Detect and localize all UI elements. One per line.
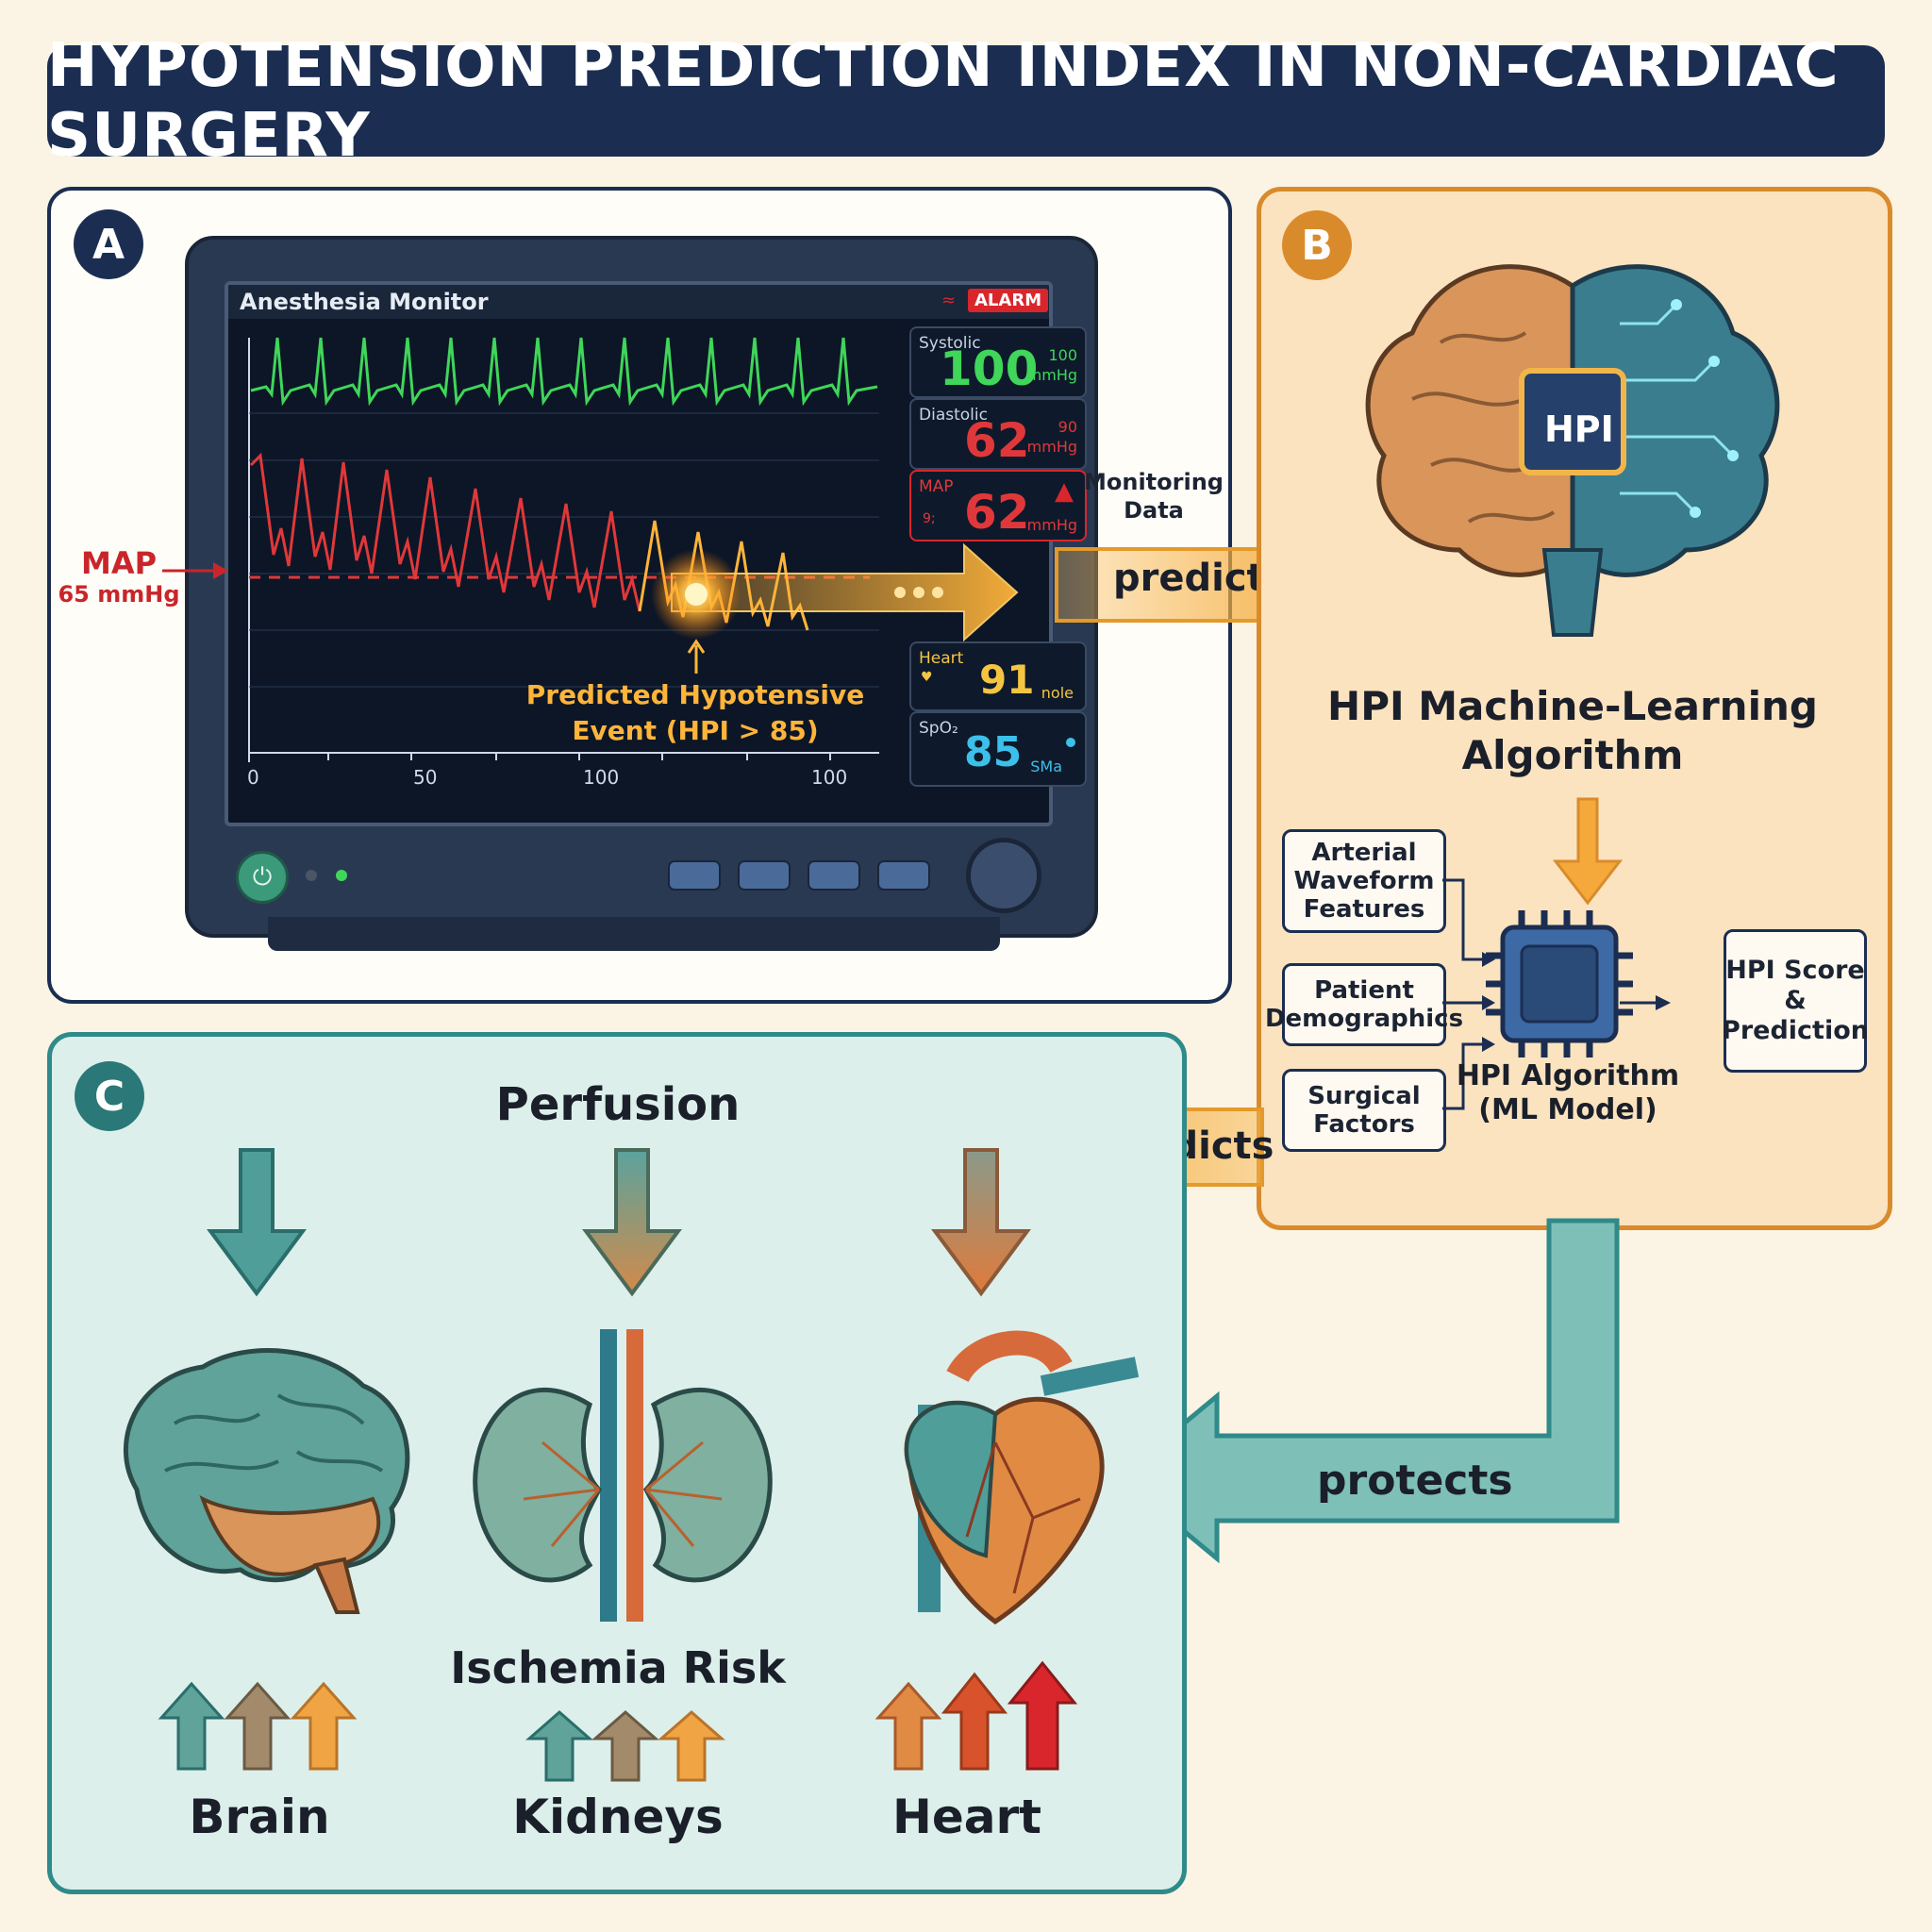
ml-model-label-line-2: (ML Model) (1478, 1093, 1657, 1126)
vital-diastolic-unit: 90 mmHg (1026, 418, 1077, 456)
ml-model-label-line-1: HPI Algorithm (1456, 1059, 1680, 1092)
perfusion-down-arrow-brain (207, 1148, 307, 1297)
vital-heart[interactable]: Heart ♥ 91 nole (909, 641, 1087, 711)
monitor-title: Anesthesia Monitor (240, 289, 489, 315)
vital-diastolic[interactable]: Diastolic 62 90 mmHg (909, 398, 1087, 470)
vital-systolic-name: Systolic (919, 334, 981, 353)
alarm-bell-icon: ≈ (941, 291, 957, 310)
heart-pulse-icon: ♥ (921, 670, 933, 685)
kidneys-icon (473, 1329, 773, 1622)
hpi-chip-label: HPI (1544, 408, 1614, 450)
rotary-knob[interactable] (966, 838, 1041, 913)
input-arterial-waveform[interactable]: Arterial Waveform Features (1282, 829, 1446, 933)
monitor-soft-button[interactable] (738, 860, 791, 891)
monitor-soft-button[interactable] (668, 860, 721, 891)
risk-arrows-kidneys (525, 1710, 725, 1782)
map-threshold-label: MAP 65 mmHg (57, 545, 181, 608)
spo2-indicator-dot (1066, 738, 1075, 747)
vital-map-value: 62 (964, 485, 1030, 540)
panel-b-algorithm: B HPI HPI Machine-Learning Algorithm Art… (1257, 187, 1892, 1230)
monitoring-data-label: Monitoring Data (1064, 468, 1243, 525)
monitor-soft-button[interactable] (808, 860, 860, 891)
x-tick-label: 100 (811, 766, 848, 789)
panel-c-organs: C Perfusion (47, 1032, 1187, 1894)
monitoring-data-line-2: Data (1124, 497, 1184, 524)
ecg-waveform (250, 337, 878, 407)
input-patient-demographics[interactable]: Patient Demographics (1265, 963, 1463, 1046)
vital-spo2-unit: SMa (1030, 758, 1062, 775)
power-button[interactable]: ⏻ (236, 851, 289, 904)
predicted-event-line-2: Event (HPI > 85) (572, 715, 819, 746)
monitor-stand (268, 917, 1000, 951)
input-connectors (1442, 878, 1671, 1110)
perfusion-down-arrow-kidneys (582, 1148, 682, 1297)
vital-heart-value: 91 (979, 657, 1035, 703)
panel-a-badge: A (74, 209, 143, 279)
predicted-event-line-1: Predicted Hypotensive (525, 679, 865, 710)
protects-arrow (1115, 1218, 1620, 1564)
vital-heart-name: Heart (919, 649, 964, 668)
x-tick-label: 50 (413, 766, 438, 789)
waveform-chart (248, 337, 1019, 762)
ai-brain-illustration (1365, 264, 1780, 637)
vital-systolic-unit: 100 mmHg (1026, 346, 1077, 384)
vital-map[interactable]: MAP 9; 62 ▲ mmHg (909, 470, 1087, 541)
vital-heart-unit: nole (1041, 684, 1074, 702)
output-hpi-score[interactable]: HPI Score & Prediction (1722, 929, 1869, 1073)
risk-arrows-heart (874, 1660, 1078, 1771)
vital-map-name: MAP (919, 477, 954, 496)
map-label: MAP (80, 545, 158, 581)
organ-label-kidneys: Kidneys (512, 1790, 724, 1844)
protects-label: protects (1317, 1457, 1513, 1505)
organ-label-heart: Heart (891, 1790, 1042, 1844)
down-arrow-to-model (1552, 797, 1624, 906)
perfusion-label: Perfusion (495, 1078, 741, 1131)
vital-systolic-value: 100 (940, 341, 1039, 396)
vital-spo2-value: 85 (964, 728, 1023, 776)
heart-icon (904, 1330, 1140, 1625)
predicted-event-label: Predicted Hypotensive Event (HPI > 85) (511, 677, 879, 749)
title-banner: HYPOTENSION PREDICTION INDEX IN NON-CARD… (47, 31, 1885, 171)
page-title: HYPOTENSION PREDICTION INDEX IN NON-CARD… (47, 31, 1840, 171)
vital-map-small: 9; (923, 511, 936, 526)
algorithm-title-line-2: Algorithm (1461, 732, 1684, 778)
warning-triangle-icon: ▲ (1055, 477, 1074, 506)
x-tick-label: 100 (583, 766, 620, 789)
vital-map-unit: mmHg (1026, 516, 1077, 534)
vital-diastolic-value: 62 (964, 413, 1030, 468)
organ-label-brain: Brain (189, 1790, 330, 1844)
panel-b-badge: B (1282, 210, 1352, 280)
monitoring-data-line-1: Monitoring (1084, 469, 1224, 495)
panel-c-badge: C (75, 1061, 144, 1131)
arterial-waveform (249, 452, 641, 612)
input-surgical-factors[interactable]: Surgical Factors (1282, 1069, 1446, 1152)
vital-diastolic-name: Diastolic (919, 406, 988, 425)
brain-icon (123, 1348, 410, 1614)
ml-model-label: HPI Algorithm (ML Model) (1431, 1059, 1705, 1127)
status-led (336, 870, 347, 881)
ischemia-risk-label: Ischemia Risk (450, 1642, 786, 1693)
monitor-soft-button[interactable] (877, 860, 930, 891)
perfusion-down-arrow-heart (931, 1148, 1031, 1297)
vital-systolic[interactable]: Systolic 100 100 mmHg (909, 326, 1087, 398)
status-led (306, 870, 317, 881)
alarm-badge[interactable]: ALARM (968, 289, 1049, 312)
algorithm-title: HPI Machine-Learning Algorithm (1299, 682, 1846, 780)
map-threshold-value: 65 mmHg (58, 581, 180, 608)
risk-arrows-brain (158, 1681, 358, 1771)
vital-spo2[interactable]: SpO₂ 85 SMa (909, 711, 1087, 787)
monitor-header-bar (228, 285, 1049, 319)
ml-model-chip-icon (1486, 910, 1633, 1058)
x-tick-label: 0 (247, 766, 259, 789)
panel-a-monitor: A Anesthesia Monitor ≈ ALARM (47, 187, 1232, 1004)
map-pointer-arrow (162, 562, 228, 579)
vital-spo2-name: SpO₂ (919, 719, 958, 738)
algorithm-title-line-1: HPI Machine-Learning (1327, 683, 1818, 729)
